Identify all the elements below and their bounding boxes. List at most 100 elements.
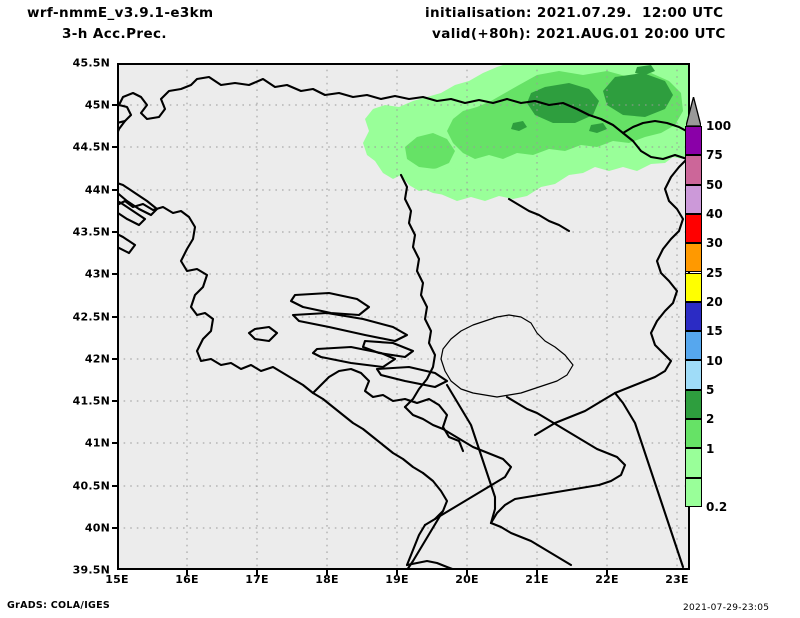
ytick-label-41.5N: 41.5N [72,394,110,408]
colorbar-band-10-15 [686,331,701,361]
ytick-mark [112,442,117,444]
ytick-label-42.5N: 42.5N [72,310,110,324]
border-bosnia-herzegovina [311,367,465,453]
colorbar-label-0.2: 0.2 [706,500,728,514]
colorbar-band-1-2 [686,419,701,449]
border-romania-danube [621,119,690,135]
xtick-mark [606,570,608,575]
colorbar-label-25: 25 [706,266,723,280]
precip-patch-south [415,167,489,197]
border-kosovo [440,314,574,398]
colorbar-label-100: 100 [706,119,732,133]
colorbar-band-40-50 [686,184,701,214]
ytick-label-45.5N: 45.5N [72,56,110,70]
island-rab-pag [117,199,147,227]
ytick-mark [112,358,117,360]
xtick-label-18E: 18E [315,573,339,586]
xtick-mark [396,570,398,575]
ytick-label-44N: 44N [84,183,110,197]
xtick-label-15E: 15E [105,573,129,586]
border-croatia-north [117,75,689,161]
border-north-macedonia [489,395,627,525]
xtick-label-19E: 19E [385,573,409,586]
colorbar-label-1: 1 [706,442,715,456]
ytick-label-43N: 43N [84,267,110,281]
border-montenegro [403,405,513,527]
border-serbia-east [613,157,689,395]
island-krk-cres [117,181,159,217]
colorbar-label-5: 5 [706,383,715,397]
island-peljesac-tip [361,339,415,359]
border-serbia-bulgaria [533,391,617,437]
ytick-mark [112,104,117,106]
ytick-mark [112,273,117,275]
ytick-label-45N: 45N [84,98,110,112]
precip-core-speck-a [511,121,527,131]
ytick-label-39.5N: 39.5N [72,563,110,577]
island-korcula [311,345,397,369]
colorbar-band-0.2-1 [686,448,701,478]
precip-core-speck-b [589,123,607,133]
border-bulgaria-west [613,391,685,569]
precipitation-shading [363,63,690,201]
precip-core-speck-c [635,65,655,75]
colorbar-label-30: 30 [706,236,723,250]
colorbar-band-25-30 [686,243,701,273]
colorbar-overflow-arrow [686,97,701,126]
colorbar-label-40: 40 [706,207,723,221]
colorbar-label-20: 20 [706,295,723,309]
island-mljet [375,365,449,389]
colorbar-band-5-10 [686,360,701,390]
map-gridlines [117,63,690,570]
colorbar-label-10: 10 [706,354,723,368]
xtick-mark [536,570,538,575]
colorbar-band-20-25 [686,272,701,302]
xtick-label-16E: 16E [175,573,199,586]
colorbar-band-30-40 [686,213,701,244]
xtick-mark [326,570,328,575]
island-northern-small [117,232,137,255]
border-albania-east [405,523,427,567]
map-plot-area [117,63,690,570]
ytick-label-43.5N: 43.5N [72,225,110,239]
ytick-mark [112,400,117,402]
island-hvar [291,311,409,343]
ytick-label-40N: 40N [84,521,110,535]
ytick-label-42N: 42N [84,352,110,366]
colorbar-band-50-75 [686,155,701,185]
xtick-label-20E: 20E [455,573,479,586]
ytick-mark [112,146,117,148]
xtick-mark [186,570,188,575]
ytick-mark [112,316,117,318]
colorbar-label-75: 75 [706,148,723,162]
map-geography [117,75,690,570]
island-brac [289,291,371,317]
colorbar-band-2-5 [686,389,701,419]
field-title: 3-h Acc.Prec. [62,26,167,42]
colorbar-label-15: 15 [706,324,723,338]
render-timestamp: 2021-07-29-23:05 [683,603,770,613]
colorbar [686,126,701,507]
xtick-label-22E: 22E [595,573,619,586]
ytick-mark [112,231,117,233]
ytick-mark [112,189,117,191]
border-albania-greece [405,559,457,570]
colorbar-label-50: 50 [706,178,723,192]
island-vis [247,325,279,343]
border-bosnia-serbia [399,173,437,409]
coast-croatia-adriatic [117,199,425,475]
model-title: wrf-nmmE_v3.9.1-e3km [27,5,214,21]
map-canvas [117,63,690,570]
border-macedonia-west [445,383,497,525]
xtick-label-21E: 21E [525,573,549,586]
coast-albania [405,509,445,570]
colorbar-band-lowest [686,477,701,507]
precip-core-east [603,73,673,117]
border-vojvodina [507,197,571,233]
colorbar-label-2: 2 [706,412,715,426]
xtick-mark [466,570,468,575]
ytick-label-40.5N: 40.5N [72,479,110,493]
border-slovenia-croatia [117,119,127,137]
ytick-mark [112,485,117,487]
